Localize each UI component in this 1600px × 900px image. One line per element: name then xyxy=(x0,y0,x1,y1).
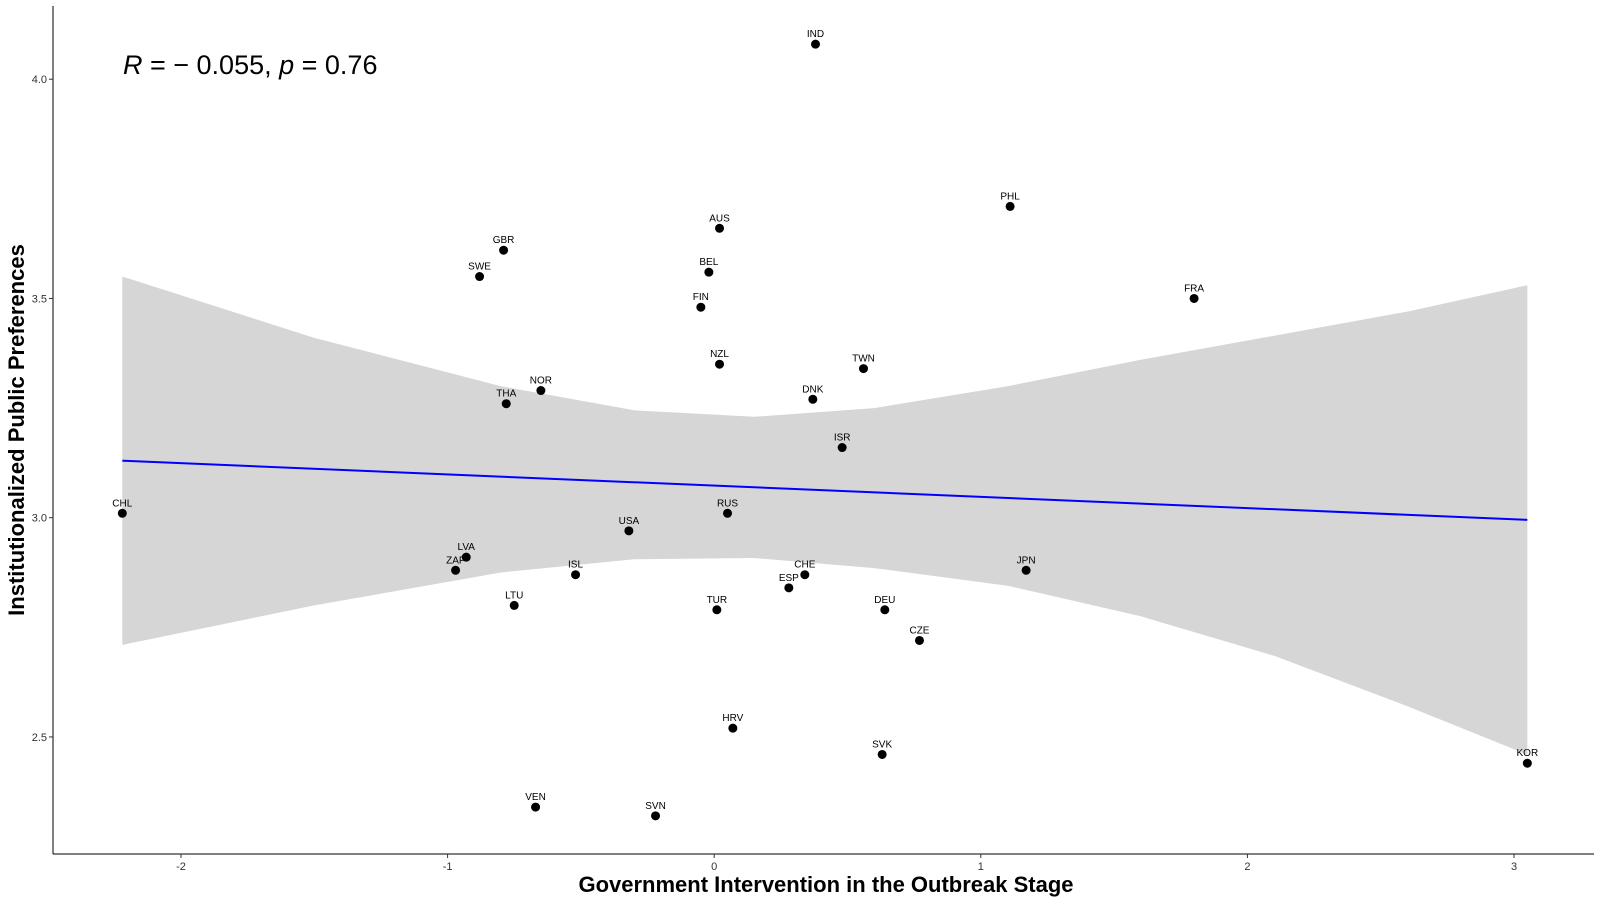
data-point xyxy=(837,443,847,453)
point-label: THA xyxy=(496,389,516,400)
data-point xyxy=(696,302,706,312)
point-label: CHL xyxy=(112,498,132,509)
point-label: FIN xyxy=(693,292,709,303)
x-tick-label: -2 xyxy=(176,861,186,873)
data-point xyxy=(858,364,868,374)
data-point xyxy=(499,245,509,255)
data-point xyxy=(704,267,714,277)
x-axis-title: Government Intervention in the Outbreak … xyxy=(578,872,1073,897)
x-tick-label: 0 xyxy=(711,861,717,873)
point-label: SWE xyxy=(468,262,491,273)
point-label: TWN xyxy=(852,354,875,365)
data-point xyxy=(728,723,738,733)
data-point xyxy=(475,272,485,282)
data-point xyxy=(723,508,733,518)
data-point xyxy=(117,508,127,518)
data-point xyxy=(536,386,546,396)
data-point xyxy=(1522,758,1532,768)
point-label: TUR xyxy=(707,595,728,606)
p-symbol: p xyxy=(278,50,294,80)
data-points-layer xyxy=(117,39,1532,821)
data-point xyxy=(501,399,511,409)
data-point xyxy=(784,583,794,593)
y-axis-ticks: 2.5 3.0 3.5 4.0 xyxy=(32,74,53,744)
data-point xyxy=(509,600,519,610)
point-label: ZAF xyxy=(446,555,465,566)
x-tick-label: 2 xyxy=(1244,861,1250,873)
data-point xyxy=(715,223,725,233)
data-point xyxy=(1005,201,1015,211)
data-point xyxy=(715,359,725,369)
data-point xyxy=(624,526,634,536)
point-label: FRA xyxy=(1184,283,1204,294)
correlation-annotation: R = − 0.055, p = 0.76 xyxy=(123,50,377,80)
point-label: KOR xyxy=(1517,748,1539,759)
point-labels-layer: IND PHL AUS GBR BEL SWE FRA FIN NZL TWN NOR DNK THA I… xyxy=(112,29,1538,812)
y-axis-title: Institutionalized Public Preferences xyxy=(4,244,29,616)
data-point xyxy=(531,802,541,812)
point-label: JPN xyxy=(1017,555,1036,566)
data-point xyxy=(461,552,471,562)
data-point xyxy=(800,570,810,580)
point-label: LTU xyxy=(505,590,523,601)
data-point xyxy=(877,749,887,759)
y-tick-label: 3.0 xyxy=(32,513,47,525)
x-tick-label: -1 xyxy=(443,861,453,873)
p-value: = 0.76 xyxy=(294,50,377,80)
data-point xyxy=(651,811,661,821)
regression-line-layer xyxy=(122,459,1528,521)
point-label: ESP xyxy=(779,573,799,584)
point-label: USA xyxy=(619,516,640,527)
point-label: DNK xyxy=(802,384,823,395)
point-label: BEL xyxy=(699,257,718,268)
y-tick-label: 3.5 xyxy=(32,293,47,305)
data-point xyxy=(571,570,581,580)
point-label: SVN xyxy=(645,801,666,812)
point-label: SVK xyxy=(872,739,892,750)
point-label: CHE xyxy=(794,560,815,571)
x-axis-ticks: -2 -1 0 1 2 3 xyxy=(176,854,1517,873)
data-point xyxy=(914,635,924,645)
point-label: AUS xyxy=(709,213,730,224)
data-point xyxy=(1189,293,1199,303)
point-label: DEU xyxy=(874,595,895,606)
data-point xyxy=(712,605,722,615)
point-label: VEN xyxy=(525,792,546,803)
data-point xyxy=(1021,565,1031,575)
point-label: IND xyxy=(807,29,824,40)
point-label: LVA xyxy=(458,542,476,553)
x-tick-label: 3 xyxy=(1511,861,1517,873)
point-label: HRV xyxy=(722,713,743,724)
r-symbol: R xyxy=(123,50,143,80)
point-label: ISL xyxy=(568,560,583,571)
r-value: = − 0.055, xyxy=(143,50,280,80)
point-label: PHL xyxy=(1000,191,1020,202)
point-label: CZE xyxy=(909,625,929,636)
data-point xyxy=(808,394,818,404)
data-point xyxy=(811,39,821,49)
regression-line xyxy=(122,459,1528,521)
y-tick-label: 2.5 xyxy=(32,732,47,744)
data-point xyxy=(880,605,890,615)
x-tick-label: 1 xyxy=(978,861,984,873)
point-label: ISR xyxy=(834,433,851,444)
confidence-band xyxy=(122,276,1528,755)
point-label: NZL xyxy=(710,349,729,360)
point-label: NOR xyxy=(530,376,552,387)
data-point xyxy=(451,565,461,575)
point-label: GBR xyxy=(493,235,515,246)
confidence-band-layer xyxy=(122,276,1528,755)
point-label: RUS xyxy=(717,498,738,509)
y-tick-label: 4.0 xyxy=(32,74,47,86)
